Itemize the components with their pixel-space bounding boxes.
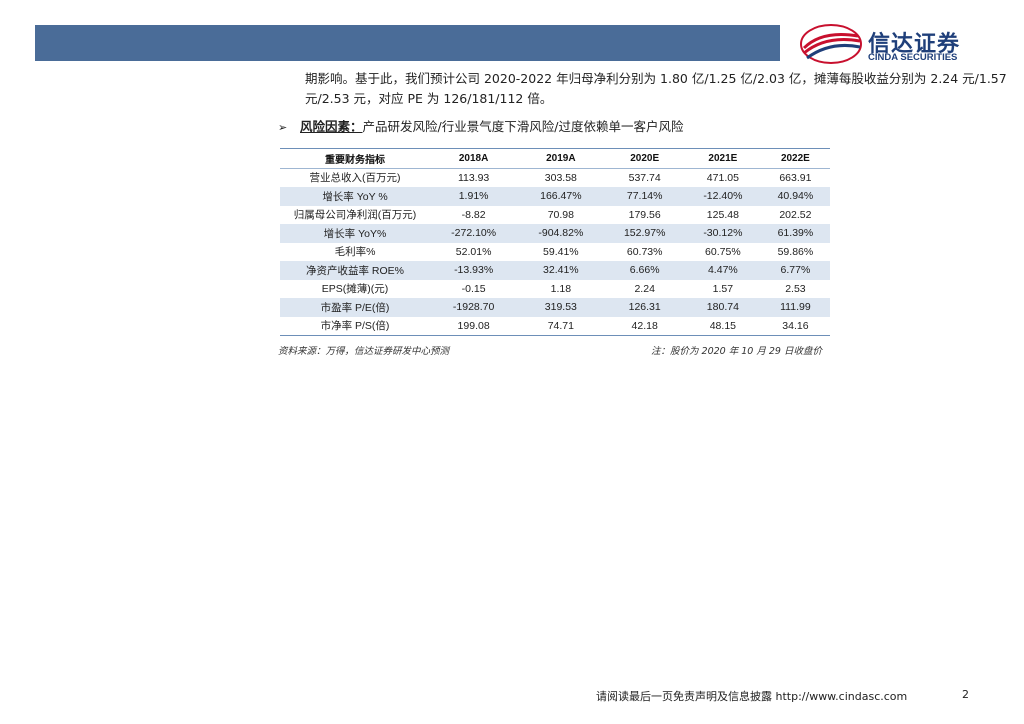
table-cell: 42.18	[631, 319, 658, 332]
page-number: 2	[962, 688, 969, 701]
table-cell: -904.82%	[538, 227, 584, 240]
body-paragraph-line-2: 元/2.53 元，对应 PE 为 126/181/112 倍。	[305, 91, 553, 106]
table-cell: 60.75%	[705, 245, 741, 258]
table-cell: 471.05	[706, 171, 739, 184]
table-cell: 126.31	[628, 301, 661, 314]
table-cell: 166.47%	[540, 190, 582, 203]
risk-label: 风险因素：	[300, 119, 363, 134]
table-cell: 52.01%	[455, 245, 492, 258]
risk-factors: ➢ 风险因素：产品研发风险/行业景气度下滑风险/过度依赖单一客户风险	[278, 116, 683, 135]
table-cell: 4.47%	[707, 264, 738, 277]
table-cell: -0.15	[461, 282, 486, 295]
metric-name: 增长率 YoY%	[323, 227, 387, 240]
table-cell: 111.99	[780, 301, 811, 314]
brand-name-en: CINDA SECURITIES	[868, 52, 958, 63]
table-cell: 199.08	[457, 319, 490, 332]
table-row: 增长率 YoY% -272.10% -904.82% 152.97% -30.1…	[280, 224, 830, 243]
table-header-cell: 2019A	[546, 152, 576, 164]
table-cell: 6.77%	[780, 264, 811, 277]
metric-name: 营业总收入(百万元)	[309, 172, 401, 185]
table-cell: 179.56	[628, 208, 661, 221]
table-cell: 1.18	[550, 282, 572, 295]
metric-name: 毛利率%	[334, 246, 376, 259]
footer-disclaimer: 请阅读最后一页免责声明及信息披露 http://www.cindasc.com	[596, 690, 908, 703]
table-row: 毛利率% 52.01% 59.41% 60.73% 60.75% 59.86%	[280, 243, 830, 262]
metric-name: 市净率 P/S(倍)	[320, 320, 390, 333]
risk-text: 产品研发风险/行业景气度下滑风险/过度依赖单一客户风险	[362, 119, 684, 134]
table-row: 营业总收入(百万元) 113.93 303.58 537.74 471.05 6…	[280, 168, 830, 187]
table-cell: 202.52	[779, 208, 812, 221]
table-cell: 59.86%	[777, 245, 814, 258]
table-cell: -12.40%	[703, 190, 743, 203]
table-cell: 48.15	[709, 319, 736, 332]
table-header-cell: 2020E	[630, 152, 660, 164]
metric-name: EPS(摊薄)(元)	[321, 283, 389, 296]
body-paragraph-line-1: 期影响。基于此，我们预计公司 2020-2022 年归母净利分别为 1.80 亿…	[305, 71, 1007, 86]
table-cell: 113.93	[457, 171, 490, 184]
table-cell: 74.71	[547, 319, 574, 332]
table-header-cell: 2018A	[458, 152, 489, 164]
table-header-cell: 2021E	[708, 152, 738, 164]
table-header-row: 重要财务指标 2018A 2019A 2020E 2021E 2022E	[280, 148, 830, 168]
table-cell: 152.97%	[623, 227, 666, 240]
table-row: 归属母公司净利润(百万元) -8.82 70.98 179.56 125.48 …	[280, 206, 830, 225]
table-cell: 40.94%	[777, 190, 814, 203]
arrow-bullet-icon: ➢	[278, 121, 288, 134]
table-cell: 319.53	[544, 301, 577, 314]
table-cell: -13.93%	[454, 264, 494, 277]
table-row: EPS(摊薄)(元) -0.15 1.18 2.24 1.57 2.53	[280, 280, 830, 299]
table-cell: 1.91%	[458, 190, 489, 203]
table-cell: 303.58	[544, 171, 577, 184]
table-cell: 180.74	[706, 301, 739, 314]
cinda-logo-icon	[800, 24, 862, 64]
table-row: 市盈率 P/E(倍) -1928.70 319.53 126.31 180.74…	[280, 298, 830, 317]
table-cell: 2.53	[785, 282, 806, 295]
table-source: 资料来源：万得，信达证券研发中心预测	[278, 346, 450, 357]
table-row: 净资产收益率 ROE% -13.93% 32.41% 6.66% 4.47% 6…	[280, 261, 830, 280]
cinda-logo: 信达证券 CINDA SECURITIES	[798, 22, 988, 66]
table-cell: -30.12%	[703, 227, 743, 240]
table-cell: 32.41%	[543, 264, 579, 277]
table-cell: 125.48	[706, 208, 739, 221]
table-cell: -8.82	[461, 208, 486, 221]
header-bar	[35, 25, 780, 61]
table-row: 市净率 P/S(倍) 199.08 74.71 42.18 48.15 34.1…	[280, 317, 830, 336]
table-row: 增长率 YoY % 1.91% 166.47% 77.14% -12.40% 4…	[280, 187, 830, 206]
metric-name: 归属母公司净利润(百万元)	[293, 209, 417, 222]
table-cell: 1.57	[712, 282, 734, 295]
metric-name: 净资产收益率 ROE%	[305, 264, 404, 277]
table-cell: 6.66%	[629, 264, 660, 277]
table-cell: 34.16	[782, 319, 809, 332]
table-cell: -272.10%	[451, 227, 497, 240]
brand-name-cn: 信达证券	[868, 32, 961, 57]
table-header-cell: 重要财务指标	[325, 154, 385, 166]
table-cell: 2.24	[634, 282, 655, 295]
metric-name: 市盈率 P/E(倍)	[320, 301, 390, 314]
table-header-cell: 2022E	[780, 152, 810, 164]
metric-name: 增长率 YoY %	[322, 190, 388, 203]
table-cell: 59.41%	[543, 245, 579, 258]
table-cell: 537.74	[628, 171, 661, 184]
table-cell: 77.14%	[626, 190, 663, 203]
table-cell: 61.39%	[777, 227, 814, 240]
financial-indicators-table: 重要财务指标 2018A 2019A 2020E 2021E 2022E 营业总…	[280, 148, 830, 336]
table-cell: -1928.70	[452, 301, 495, 314]
table-cell: 60.73%	[626, 245, 663, 258]
table-cell: 70.98	[547, 208, 574, 221]
table-note: 注：股价为 2020 年 10 月 29 日收盘价	[651, 346, 822, 357]
table-cell: 663.91	[779, 171, 812, 184]
